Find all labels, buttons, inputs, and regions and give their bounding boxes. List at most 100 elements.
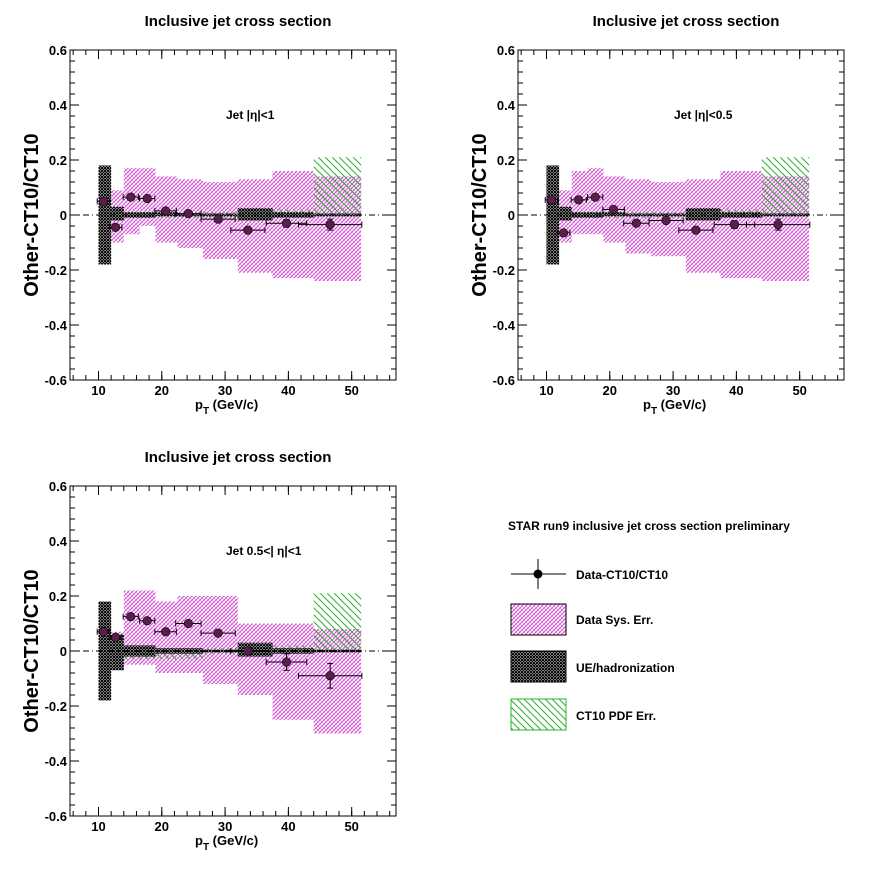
data-point-1 [544,195,559,205]
sys-band-7 [202,596,238,684]
data-point-8-marker [243,646,253,656]
data-point-4-marker [590,192,600,202]
ue-band-8 [237,642,273,657]
legend: STAR run9 inclusive jet cross section pr… [508,519,790,731]
ue-band-8 [237,208,273,221]
data-point-4-marker [142,616,152,626]
y-tick-label-1: -0.6 [45,373,67,388]
data-point-7-marker [661,215,671,226]
ue-band-5 [603,212,626,217]
panel-1-eta-annotation: Jet |η|<1 [226,108,275,122]
data-point-10-marker [325,220,335,230]
x-tick-label-3: 30 [218,819,232,834]
ue-band-2 [111,634,124,671]
legend-pdf-label: CT10 PDF Err. [576,709,656,723]
data-point-6 [175,209,202,219]
x-tick-label-2: 20 [155,819,169,834]
panel-3-title: Inclusive jet cross section [145,449,332,466]
x-tick-label-5: 50 [344,819,358,834]
data-point-2 [108,222,123,232]
panel-3-axes: -0.6 -0.4 -0.2 0 0.2 0.4 0.6 10 20 30 40 50 [45,479,396,834]
ue-band-7 [202,213,238,217]
ue-band-10 [313,213,362,217]
panel-3-x-axis-label: pT (GeV/c) [195,833,258,853]
y-tick-label-2: -0.4 [45,318,68,333]
y-tick-label-7: 0.6 [497,43,515,58]
data-point-5-marker [608,204,619,215]
y-tick-label-1: -0.6 [45,809,67,824]
panel-1: Inclusive jet cross section Other-CT10/C… [21,13,397,417]
data-point-6-marker [631,218,641,228]
data-point-4-marker [142,193,152,204]
data-point-7 [200,214,236,224]
data-point-10 [298,218,363,231]
x-tick-label-4: 40 [281,383,295,398]
x-tick-label-1: 10 [91,819,105,834]
data-point-4 [587,192,604,202]
x-tick-label-1: 10 [91,383,105,398]
data-point-1 [96,627,111,637]
panel-2-marks [518,157,844,281]
legend-ue-label: UE/hadronization [576,661,675,675]
data-point-6-marker [183,618,193,629]
data-point-5-marker [160,627,171,637]
data-point-2-marker [558,228,569,238]
data-point-3-marker [126,192,136,202]
x-tick-label-4: 40 [729,383,743,398]
data-point-9-marker [281,218,292,228]
legend-entry-ue: UE/hadronization [510,650,675,683]
x-tick-label-3: 30 [218,383,232,398]
data-point-1-marker [98,196,109,206]
data-point-7 [648,215,684,226]
y-tick-label-6: 0.4 [49,534,68,549]
sys-band-9 [272,623,314,720]
panel-1-title: Inclusive jet cross section [145,13,332,30]
panel-3-y-axis-label: Other-CT10/CT10 [21,569,43,732]
legend-entry-data: Data-CT10/CT10 [511,559,668,589]
y-tick-label-3: -0.2 [493,263,515,278]
y-tick-label-7: 0.6 [49,479,67,494]
ue-band-2 [111,206,124,221]
legend-title: STAR run9 inclusive jet cross section pr… [508,519,790,533]
y-tick-label-5: 0.2 [497,153,515,168]
ue-band-7 [650,213,686,217]
data-point-5 [154,206,177,216]
sys-band-8 [685,179,721,273]
legend-data-marker [533,569,543,579]
x-tick-label-3: 30 [666,383,680,398]
data-point-5 [154,627,177,637]
ue-band-10 [761,213,810,217]
data-point-7 [200,628,236,638]
y-tick-label-6: 0.4 [49,98,68,113]
legend-sys-swatch [510,603,567,636]
panel-2-x-axis-label: pT (GeV/c) [643,397,706,417]
data-point-8-marker [691,225,701,235]
panel-2-eta-annotation: Jet |η|<0.5 [674,108,733,122]
x-tick-label-5: 50 [792,383,806,398]
y-tick-label-5: 0.2 [49,589,67,604]
ue-band-1 [98,601,112,701]
legend-entry-sys: Data Sys. Err. [510,603,653,636]
ue-band-4 [139,645,156,657]
ue-band-10 [313,649,362,653]
data-point-2-marker [110,222,121,232]
ue-band-4 [587,212,604,218]
legend-entry-pdf: CT10 PDF Err. [510,698,656,731]
y-tick-label-2: -0.4 [493,318,516,333]
panel-1-marks [70,157,396,281]
y-tick-label-1: -0.6 [493,373,515,388]
data-point-9-marker [729,220,740,230]
ue-band-8 [685,208,721,221]
data-point-6 [175,618,202,629]
data-point-5 [602,204,625,215]
data-point-1-marker [98,627,109,637]
panel-2-axes: -0.6 -0.4 -0.2 0 0.2 0.4 0.6 10 20 30 40 50 [493,43,844,398]
data-point-10-marker [773,220,783,230]
x-tick-label-5: 50 [344,383,358,398]
ue-band-4 [139,212,156,218]
sys-band-8 [237,179,273,273]
data-point-9 [265,653,308,671]
data-point-9-marker [281,657,292,667]
data-point-4 [139,616,156,626]
